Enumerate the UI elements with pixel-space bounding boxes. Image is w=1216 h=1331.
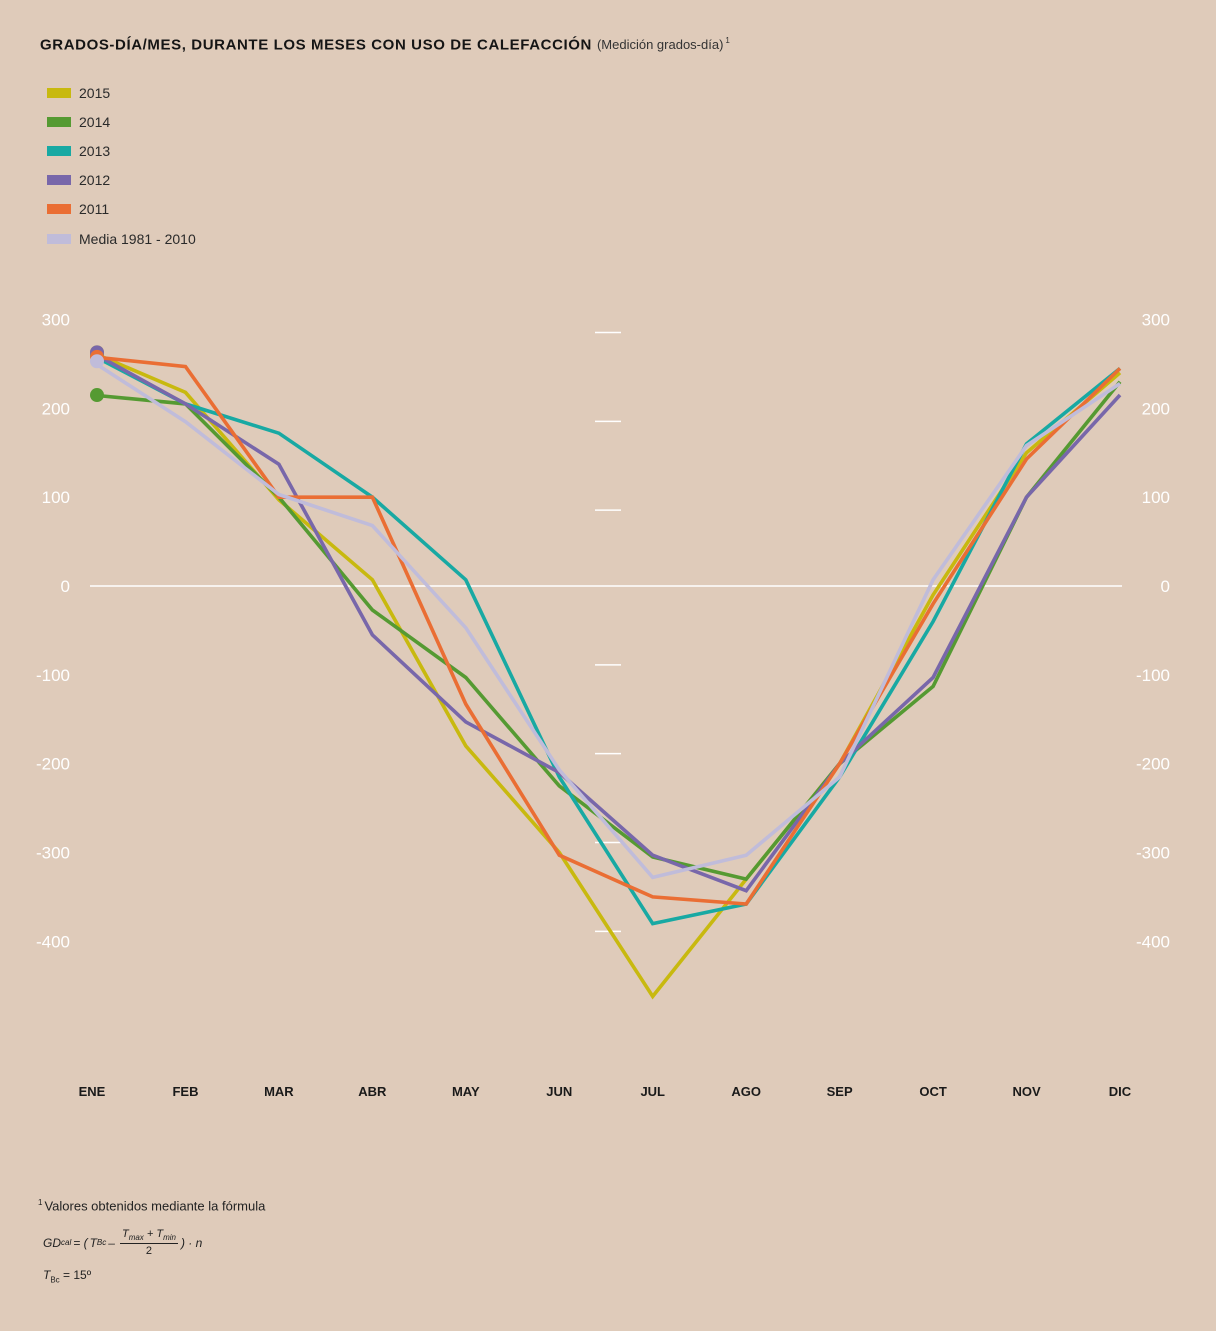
legend-item-media: Media 1981 - 2010	[47, 224, 196, 253]
tbc-symbol: T	[43, 1268, 51, 1282]
legend-item-2012: 2012	[47, 166, 196, 195]
y-tick-label-right: 0	[1161, 577, 1170, 596]
x-tick-label: JUL	[640, 1084, 665, 1099]
footnote-text: Valores obtenidos mediante la fórmula	[44, 1198, 266, 1214]
legend-label-2015: 2015	[79, 84, 111, 101]
y-tick-label-right: -200	[1136, 755, 1170, 774]
tbc-definition: TBc = 15º	[43, 1268, 91, 1284]
chart-subtitle: (Medición grados-día)	[596, 37, 724, 53]
legend-label-2013: 2013	[79, 142, 111, 159]
series-line-2013	[91, 353, 1122, 926]
formula-tmin-sub: min	[163, 1233, 176, 1243]
formula-eq: = (	[73, 1235, 88, 1250]
legend-item-2014: 2014	[47, 107, 196, 136]
legend-item-2015: 2015	[47, 78, 196, 107]
legend-label-2014: 2014	[79, 113, 111, 130]
y-tick-label-right: 300	[1142, 311, 1170, 330]
tbc-sub: Bc	[50, 1275, 60, 1285]
formula-lhs: GD	[43, 1235, 61, 1250]
footnote-mark: 1	[38, 1198, 43, 1207]
y-tick-label-left: -400	[36, 932, 70, 951]
x-tick-label: ABR	[358, 1084, 387, 1099]
y-tick-label-right: -100	[1136, 666, 1170, 685]
series-line-2014	[91, 380, 1122, 882]
formula-minus: –	[108, 1235, 115, 1250]
y-tick-label-right: 100	[1142, 488, 1170, 507]
chart-title: GRADOS-DÍA/MES, DURANTE LOS MESES CON US…	[40, 36, 592, 54]
y-tick-label-left: 200	[42, 399, 70, 418]
legend-swatch-2013	[47, 145, 71, 156]
y-tick-label-left: -300	[36, 843, 70, 862]
x-tick-label: SEP	[827, 1084, 853, 1099]
x-tick-label: MAY	[452, 1084, 480, 1099]
y-tick-label-left: -100	[36, 666, 70, 685]
y-tick-label-left: -200	[36, 755, 70, 774]
y-tick-label-left: 100	[42, 488, 70, 507]
legend-swatch-2012	[47, 175, 71, 186]
formula-tmax-sub: max	[128, 1233, 144, 1243]
series-line-2011	[91, 355, 1122, 906]
x-tick-label: JUN	[546, 1084, 572, 1099]
legend-swatch-2011	[47, 204, 71, 215]
chart-title-footnote-mark: 1	[725, 36, 730, 45]
formula-plus-tmin: + T	[146, 1228, 164, 1240]
legend-item-2013: 2013	[47, 136, 196, 165]
legend-swatch-2015	[47, 87, 71, 98]
formula-tbc-sub: Bc	[96, 1238, 107, 1248]
y-tick-label-right: -400	[1136, 932, 1170, 951]
footnote: 1 Valores obtenidos mediante la fórmula	[38, 1198, 265, 1213]
x-tick-label: ENE	[79, 1084, 106, 1099]
formula-fraction: Tmax + Tmin 2	[119, 1228, 178, 1258]
formula-tail: ) · n	[180, 1235, 203, 1250]
legend-swatch-2014	[47, 116, 71, 127]
series-start-marker	[90, 354, 104, 369]
x-tick-label: DIC	[1109, 1084, 1132, 1099]
legend-label-2012: 2012	[79, 172, 111, 189]
formula-denominator: 2	[145, 1245, 153, 1258]
formula-lhs-sub: cal	[61, 1238, 72, 1248]
legend-item-2011: 2011	[47, 195, 196, 224]
line-chart: 300 300 200 200 100 100 0 0 -100 -100 -200 -200 -300…	[36, 311, 1170, 1099]
x-tick-label: AGO	[731, 1084, 761, 1099]
formula-numerator: Tmax + Tmin	[119, 1228, 178, 1245]
x-tick-label: MAR	[264, 1084, 294, 1099]
legend-label-2011: 2011	[79, 201, 110, 218]
x-tick-label: FEB	[172, 1084, 198, 1099]
legend-swatch-media	[47, 233, 71, 244]
y-tick-label-left: 300	[42, 311, 70, 330]
formula-tbc: T	[89, 1235, 97, 1250]
series-line-2012	[91, 350, 1122, 893]
tbc-value: = 15º	[63, 1268, 92, 1282]
legend: 2015 2014 2013 2012 2011 Media 1981 - 20…	[47, 78, 196, 253]
y-tick-label-right: 200	[1142, 399, 1170, 418]
x-tick-label: OCT	[919, 1084, 947, 1099]
series-line-media-1981---2010	[91, 359, 1121, 880]
legend-label-media: Media 1981 - 2010	[79, 230, 196, 247]
y-tick-label-left: 0	[61, 577, 70, 596]
x-tick-label: NOV	[1012, 1084, 1041, 1099]
y-tick-label-right: -300	[1136, 843, 1170, 862]
series-start-marker	[90, 388, 104, 403]
formula: GD cal = ( T Bc – Tmax + Tmin 2 ) · n	[43, 1228, 202, 1257]
formula-tmax: T	[121, 1228, 129, 1240]
chart-title-row: GRADOS-DÍA/MES, DURANTE LOS MESES CON US…	[40, 36, 730, 54]
